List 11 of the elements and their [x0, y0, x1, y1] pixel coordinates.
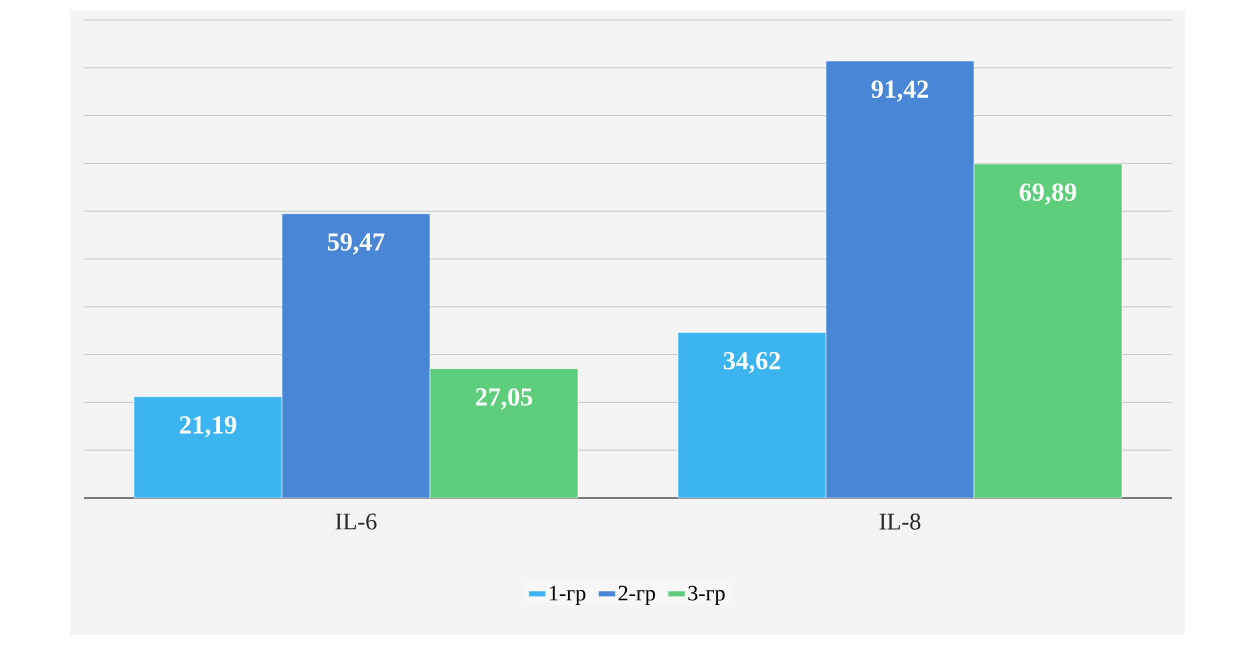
- legend-label: 2-гр: [618, 585, 656, 606]
- data-label: 21,19: [179, 416, 237, 438]
- legend-label: 1-гр: [549, 585, 586, 605]
- data-label: 69,89: [1019, 183, 1077, 205]
- x-tick-label: IL-8: [879, 513, 921, 530]
- legend-label: 3-гр: [688, 585, 725, 606]
- data-label: 34,62: [723, 352, 781, 374]
- data-label: 27,05: [475, 388, 533, 410]
- data-label: 59,47: [327, 233, 385, 255]
- x-tick-label: IL-6: [335, 513, 377, 530]
- data-label: 91,42: [871, 80, 929, 102]
